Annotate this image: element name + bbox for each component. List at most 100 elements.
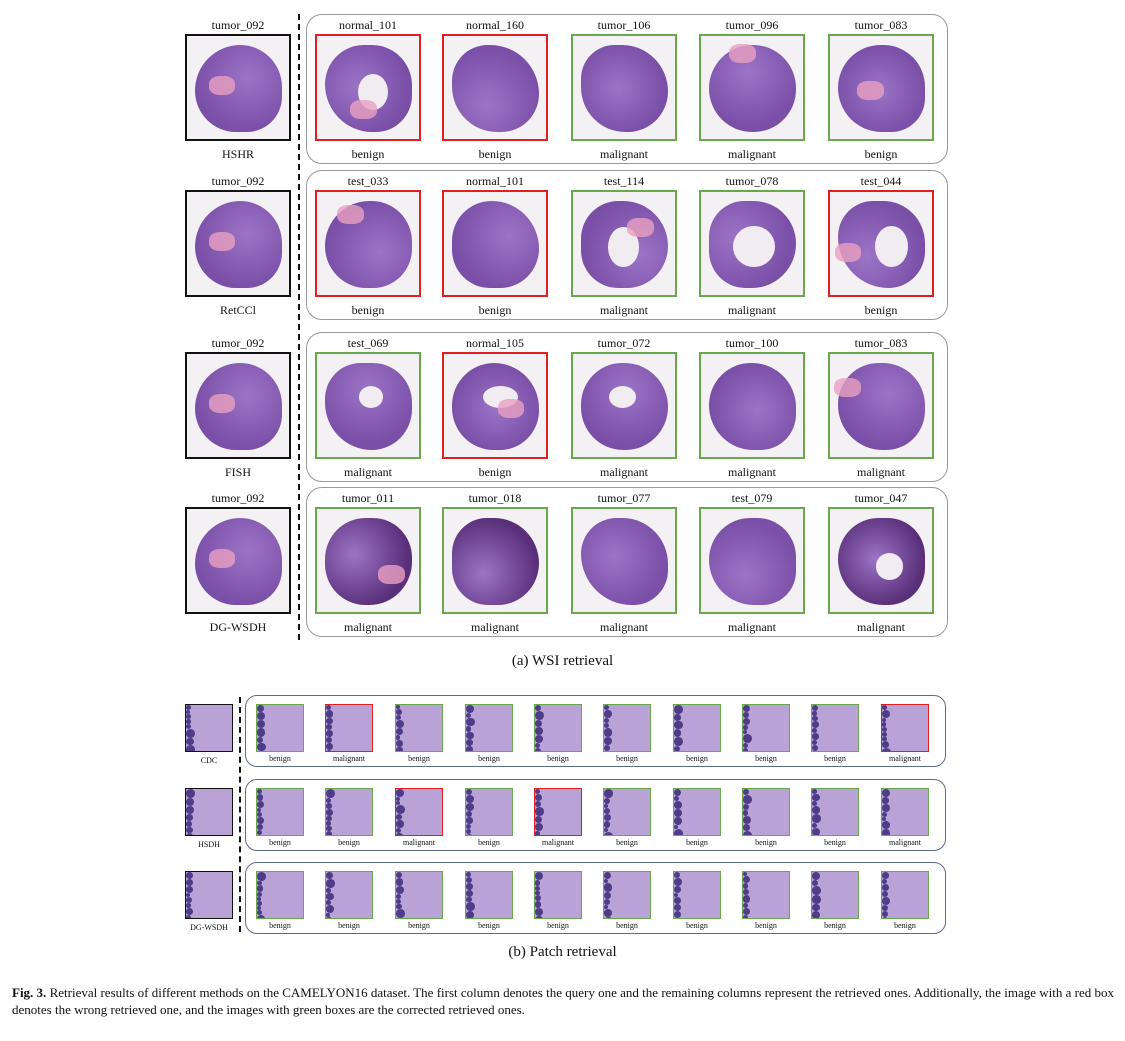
cell-nucleus <box>326 900 331 905</box>
tissue-stroma <box>378 565 405 585</box>
result-patch-thumbnail <box>256 871 304 919</box>
method-label: HSHR <box>221 147 254 161</box>
tissue-blob <box>709 362 797 451</box>
cell-nucleus <box>812 813 821 823</box>
tissue-stroma <box>857 80 884 101</box>
result-patch-thumbnail <box>256 704 304 752</box>
cell-nucleus <box>812 911 821 918</box>
cell-nucleus <box>743 876 751 884</box>
cell-nucleus <box>882 883 890 891</box>
result-class-label: benign <box>478 754 500 763</box>
method-label: RetCCl <box>219 303 256 317</box>
cell-nucleus <box>466 872 471 877</box>
result-patch-thumbnail <box>465 788 513 836</box>
result-class-label: benign <box>894 921 916 930</box>
cell-nucleus <box>326 904 334 913</box>
cell-nucleus <box>604 710 612 718</box>
cell-nucleus <box>535 748 542 751</box>
tissue-stroma <box>627 217 654 237</box>
cell-nucleus <box>396 917 403 918</box>
result-class-label: benign <box>408 754 430 763</box>
cell-nucleus <box>674 911 682 918</box>
cell-nucleus <box>396 832 403 835</box>
cell-nucleus <box>743 883 749 889</box>
tissue-lumen <box>875 553 904 580</box>
result-id-label: tumor_106 <box>597 18 651 32</box>
result-id-label: tumor_072 <box>597 336 651 350</box>
query-thumbnail <box>185 34 291 141</box>
cell-nucleus <box>812 705 819 712</box>
cell-nucleus <box>674 713 681 721</box>
cell-nucleus <box>257 817 264 825</box>
tissue-stroma <box>208 393 236 413</box>
cell-nucleus <box>812 711 817 716</box>
cell-nucleus <box>466 746 473 751</box>
result-class-label: benign <box>755 838 777 847</box>
cell-nucleus <box>812 822 817 828</box>
cell-nucleus <box>882 722 887 727</box>
result-thumbnail <box>828 190 934 297</box>
cell-nucleus <box>326 724 332 730</box>
cell-nucleus <box>743 907 751 915</box>
cell-nucleus <box>257 794 264 801</box>
cell-nucleus <box>882 829 890 835</box>
result-group <box>245 779 946 851</box>
tissue-lumen <box>358 386 383 408</box>
cell-nucleus <box>257 872 266 881</box>
cell-nucleus <box>882 803 891 813</box>
cell-nucleus <box>396 898 402 904</box>
cell-nucleus <box>674 796 679 802</box>
cell-nucleus <box>674 736 683 746</box>
result-class-label: benign <box>824 838 846 847</box>
cell-nucleus <box>396 878 404 886</box>
cell-nucleus <box>396 728 404 736</box>
cell-nucleus <box>326 825 332 832</box>
result-group <box>306 332 948 482</box>
tissue-lumen <box>874 225 909 268</box>
cell-nucleus <box>257 835 263 836</box>
result-class-label: malignant <box>344 465 392 479</box>
result-class-label: malignant <box>600 147 648 161</box>
result-id-label: tumor_018 <box>468 491 522 505</box>
cell-nucleus <box>257 751 265 752</box>
cell-nucleus <box>812 801 817 807</box>
cell-nucleus <box>604 898 611 905</box>
result-patch-thumbnail <box>395 871 443 919</box>
result-class-label: benign <box>616 921 638 930</box>
figure-caption: Fig. 3. Retrieval results of different m… <box>12 984 1114 1018</box>
cell-nucleus <box>326 872 334 880</box>
cell-nucleus <box>743 830 752 835</box>
result-thumbnail <box>571 34 677 141</box>
cell-nucleus <box>466 810 473 818</box>
query-thumbnail <box>185 507 291 614</box>
result-patch-thumbnail <box>603 788 651 836</box>
cell-nucleus <box>535 901 542 908</box>
cell-nucleus <box>186 908 193 915</box>
cell-nucleus <box>326 736 333 744</box>
cell-nucleus <box>743 743 749 749</box>
cell-nucleus <box>396 813 403 821</box>
cell-nucleus <box>466 823 472 830</box>
result-class-label: malignant <box>857 465 905 479</box>
query-thumbnail <box>185 190 291 297</box>
result-id-label: tumor_096 <box>725 18 779 32</box>
cell-nucleus <box>882 718 887 723</box>
cell-nucleus <box>466 902 475 911</box>
cell-nucleus <box>674 809 683 818</box>
cell-nucleus <box>535 815 542 823</box>
result-patch-thumbnail <box>742 704 790 752</box>
result-class-label: benign <box>547 921 569 930</box>
cell-nucleus <box>326 729 333 737</box>
query-patch-thumbnail <box>185 704 233 752</box>
cell-nucleus <box>396 746 403 751</box>
cell-nucleus <box>396 827 402 833</box>
cell-nucleus <box>882 726 888 732</box>
result-id-label: test_114 <box>603 174 645 188</box>
result-thumbnail <box>442 352 548 459</box>
query-id-label: tumor_092 <box>211 18 265 32</box>
cell-nucleus <box>186 886 193 894</box>
cell-nucleus <box>604 717 610 724</box>
cell-nucleus <box>466 717 475 727</box>
cell-nucleus <box>326 916 332 918</box>
cell-nucleus <box>326 789 335 798</box>
